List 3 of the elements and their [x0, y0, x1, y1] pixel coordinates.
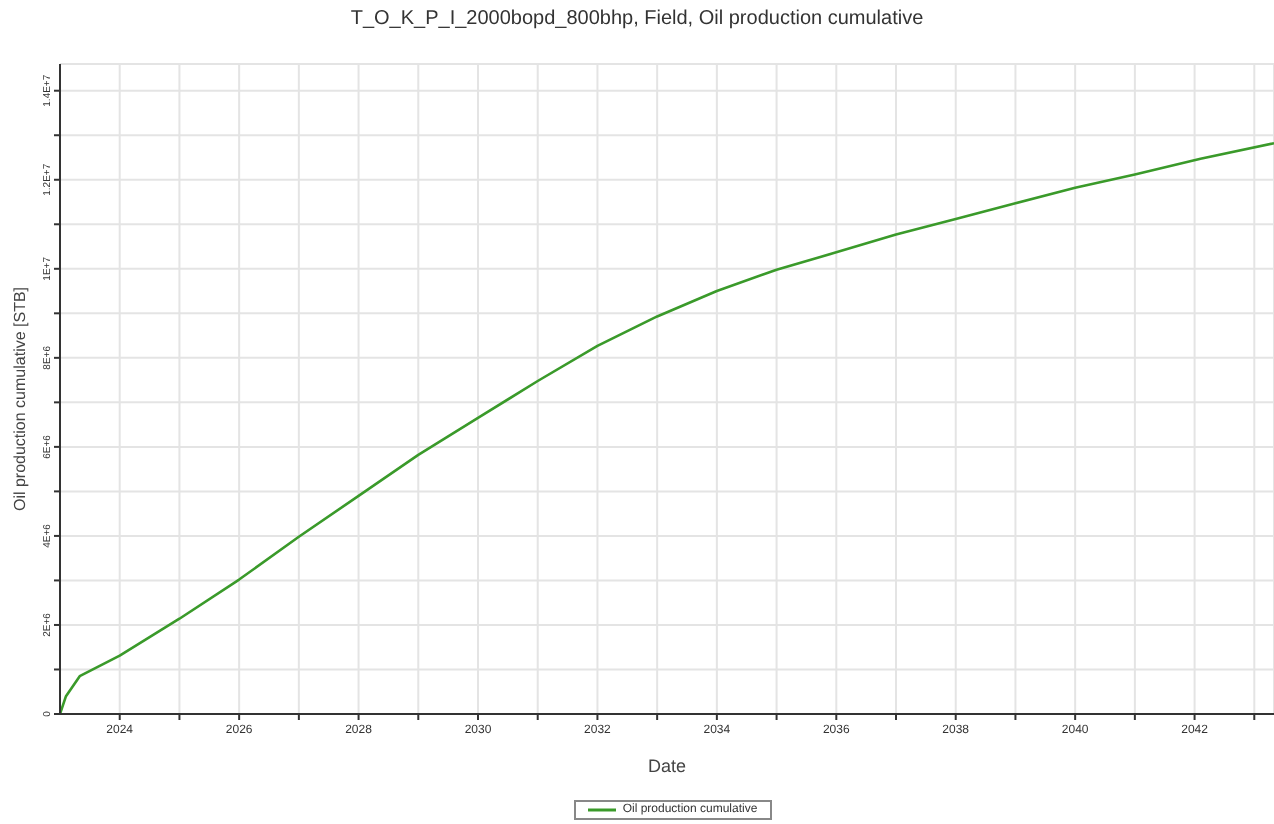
chart-title: T_O_K_P_I_2000bopd_800bhp, Field, Oil production cumulative: [348, 8, 926, 30]
x-axis-title: Date: [645, 756, 688, 776]
y-axis-title: Oil production cumulative [STB]: [11, 286, 30, 512]
